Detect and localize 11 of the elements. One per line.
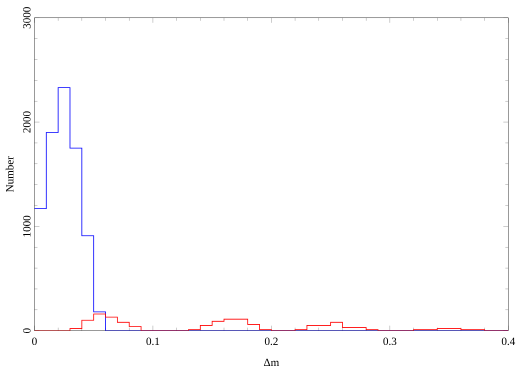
x-tick-label: 0.4 bbox=[502, 338, 516, 346]
y-tick-label: 3000 bbox=[23, 7, 31, 28]
x-axis-title: Δm bbox=[264, 358, 280, 366]
x-tick-label: 0.3 bbox=[383, 338, 396, 346]
x-tick-label: 0.1 bbox=[146, 338, 160, 346]
y-tick-label: 2000 bbox=[23, 112, 31, 133]
y-axis-title: Number bbox=[6, 156, 14, 192]
x-tick-label: 0.2 bbox=[264, 338, 278, 346]
x-tick-label: 0 bbox=[32, 338, 37, 346]
y-tick-label: 1000 bbox=[23, 216, 31, 237]
y-tick-label: 0 bbox=[23, 328, 31, 334]
